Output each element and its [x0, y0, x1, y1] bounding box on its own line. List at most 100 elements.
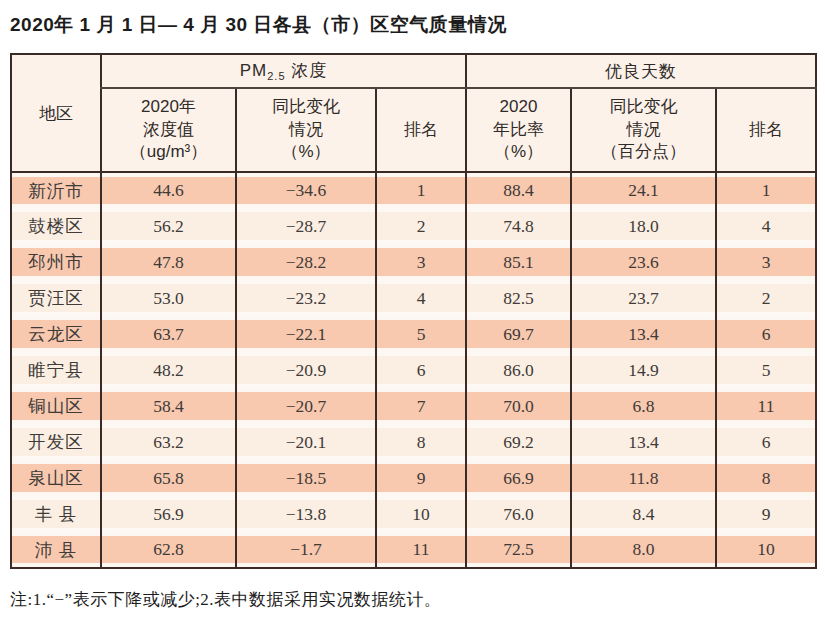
good-rate-cell: 88.4	[466, 172, 571, 208]
footnote: 注:1.“−”表示下降或减少;2.表中数据采用实况数据统计。	[10, 588, 815, 611]
region-cell: 铜山区	[11, 388, 101, 424]
pm-rank-cell: 9	[376, 460, 466, 496]
pm-value-cell: 47.8	[101, 244, 236, 280]
pm-change-cell: −20.9	[236, 352, 376, 388]
pm-value-cell: 63.7	[101, 316, 236, 352]
page-title: 2020年 1 月 1 日— 4 月 30 日各县（市）区空气质量情况	[10, 12, 815, 38]
table-row: 铜山区 58.4 −20.7 7 70.0 6.8 11	[11, 388, 816, 424]
col-group-pm25: PM2.5 浓度	[101, 54, 466, 88]
pm-change-cell: −13.8	[236, 496, 376, 532]
good-rate-cell: 74.8	[466, 208, 571, 244]
pm25-label-rest: 浓度	[286, 61, 328, 80]
col-header-good-change: 同比变化 情况 （百分点）	[571, 88, 716, 172]
col-header-region: 地区	[11, 54, 101, 172]
good-change-cell: 14.9	[571, 352, 716, 388]
pm-rank-cell: 10	[376, 496, 466, 532]
table-row: 贾汪区 53.0 −23.2 4 82.5 23.7 2	[11, 280, 816, 316]
good-rank-cell: 11	[716, 388, 816, 424]
good-change-cell: 24.1	[571, 172, 716, 208]
table-row: 沛 县 62.8 −1.7 11 72.5 8.0 10	[11, 532, 816, 568]
pm-rank-cell: 7	[376, 388, 466, 424]
good-change-cell: 11.8	[571, 460, 716, 496]
region-cell: 贾汪区	[11, 280, 101, 316]
pm-value-cell: 63.2	[101, 424, 236, 460]
pm25-label-subscript: 2.5	[267, 71, 285, 83]
good-change-cell: 23.7	[571, 280, 716, 316]
good-rate-cell: 70.0	[466, 388, 571, 424]
good-rate-cell: 82.5	[466, 280, 571, 316]
table-row: 开发区 63.2 −20.1 8 69.2 13.4 6	[11, 424, 816, 460]
table-header: 地区 PM2.5 浓度 优良天数 2020年 浓度值 （ug/m³） 同比变化 …	[11, 54, 816, 172]
page: 2020年 1 月 1 日— 4 月 30 日各县（市）区空气质量情况 地区 P…	[0, 0, 825, 620]
pm-value-cell: 44.6	[101, 172, 236, 208]
good-rate-cell: 85.1	[466, 244, 571, 280]
pm-change-cell: −20.7	[236, 388, 376, 424]
pm-value-cell: 65.8	[101, 460, 236, 496]
good-rate-cell: 69.2	[466, 424, 571, 460]
header-sub-row: 2020年 浓度值 （ug/m³） 同比变化 情况 （%） 排名 2020 年比…	[11, 88, 816, 172]
pm-rank-cell: 8	[376, 424, 466, 460]
col-header-pm-change: 同比变化 情况 （%）	[236, 88, 376, 172]
pm-change-cell: −18.5	[236, 460, 376, 496]
region-cell: 云龙区	[11, 316, 101, 352]
good-change-cell: 23.6	[571, 244, 716, 280]
pm-rank-cell: 6	[376, 352, 466, 388]
pm-rank-cell: 5	[376, 316, 466, 352]
good-rank-cell: 6	[716, 424, 816, 460]
good-rank-cell: 2	[716, 280, 816, 316]
col-header-pm-rank: 排名	[376, 88, 466, 172]
pm-rank-cell: 3	[376, 244, 466, 280]
header-group-row: 地区 PM2.5 浓度 优良天数	[11, 54, 816, 88]
good-change-cell: 18.0	[571, 208, 716, 244]
pm-rank-cell: 2	[376, 208, 466, 244]
pm-rank-cell: 4	[376, 280, 466, 316]
good-rank-cell: 1	[716, 172, 816, 208]
pm-value-cell: 56.2	[101, 208, 236, 244]
region-cell: 丰 县	[11, 496, 101, 532]
region-cell: 沛 县	[11, 532, 101, 568]
good-change-cell: 6.8	[571, 388, 716, 424]
table-row: 泉山区 65.8 −18.5 9 66.9 11.8 8	[11, 460, 816, 496]
pm-change-cell: −23.2	[236, 280, 376, 316]
region-cell: 邳州市	[11, 244, 101, 280]
region-cell: 睢宁县	[11, 352, 101, 388]
good-rate-cell: 69.7	[466, 316, 571, 352]
col-header-pm-value: 2020年 浓度值 （ug/m³）	[101, 88, 236, 172]
good-rank-cell: 9	[716, 496, 816, 532]
pm-value-cell: 58.4	[101, 388, 236, 424]
pm-value-cell: 48.2	[101, 352, 236, 388]
good-rate-cell: 72.5	[466, 532, 571, 568]
table-row: 丰 县 56.9 −13.8 10 76.0 8.4 9	[11, 496, 816, 532]
pm-change-cell: −1.7	[236, 532, 376, 568]
pm25-label-main: PM	[240, 61, 268, 80]
region-cell: 泉山区	[11, 460, 101, 496]
col-header-good-rate: 2020 年比率 （%）	[466, 88, 571, 172]
air-quality-table: 地区 PM2.5 浓度 优良天数 2020年 浓度值 （ug/m³） 同比变化 …	[10, 53, 817, 569]
col-header-good-rank: 排名	[716, 88, 816, 172]
pm-value-cell: 53.0	[101, 280, 236, 316]
good-rank-cell: 4	[716, 208, 816, 244]
pm-change-cell: −22.1	[236, 316, 376, 352]
pm-change-cell: −28.2	[236, 244, 376, 280]
good-rank-cell: 10	[716, 532, 816, 568]
region-cell: 鼓楼区	[11, 208, 101, 244]
region-cell: 开发区	[11, 424, 101, 460]
pm-change-cell: −34.6	[236, 172, 376, 208]
good-rate-cell: 66.9	[466, 460, 571, 496]
good-rank-cell: 8	[716, 460, 816, 496]
region-cell: 新沂市	[11, 172, 101, 208]
table-row: 云龙区 63.7 −22.1 5 69.7 13.4 6	[11, 316, 816, 352]
pm-rank-cell: 1	[376, 172, 466, 208]
good-rank-cell: 6	[716, 316, 816, 352]
good-change-cell: 13.4	[571, 316, 716, 352]
col-group-good-days: 优良天数	[466, 54, 816, 88]
table-row: 鼓楼区 56.2 −28.7 2 74.8 18.0 4	[11, 208, 816, 244]
good-change-cell: 8.4	[571, 496, 716, 532]
good-rate-cell: 86.0	[466, 352, 571, 388]
good-rank-cell: 3	[716, 244, 816, 280]
good-rank-cell: 5	[716, 352, 816, 388]
table-body: 新沂市 44.6 −34.6 1 88.4 24.1 1 鼓楼区 56.2 −2…	[11, 172, 816, 568]
table-row: 睢宁县 48.2 −20.9 6 86.0 14.9 5	[11, 352, 816, 388]
table-row: 邳州市 47.8 −28.2 3 85.1 23.6 3	[11, 244, 816, 280]
pm-change-cell: −20.1	[236, 424, 376, 460]
